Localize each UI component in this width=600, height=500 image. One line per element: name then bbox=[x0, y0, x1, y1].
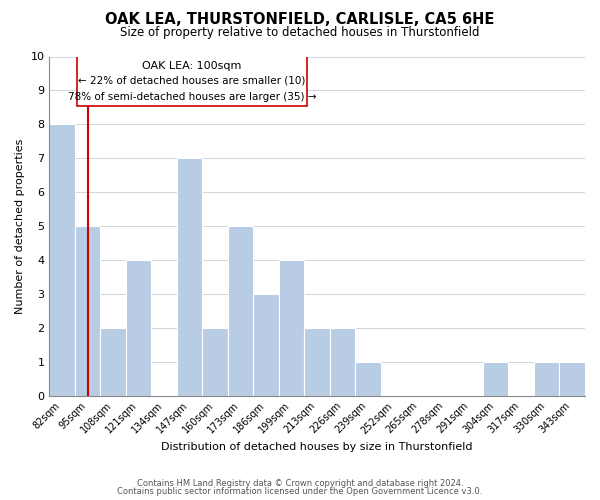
Text: ← 22% of detached houses are smaller (10): ← 22% of detached houses are smaller (10… bbox=[78, 76, 305, 86]
Text: OAK LEA: 100sqm: OAK LEA: 100sqm bbox=[142, 61, 242, 71]
Bar bbox=[330, 328, 355, 396]
Bar bbox=[177, 158, 202, 396]
Text: Contains public sector information licensed under the Open Government Licence v3: Contains public sector information licen… bbox=[118, 487, 482, 496]
Text: Size of property relative to detached houses in Thurstonfield: Size of property relative to detached ho… bbox=[120, 26, 480, 39]
Bar bbox=[253, 294, 279, 396]
Bar bbox=[100, 328, 126, 396]
Bar bbox=[228, 226, 253, 396]
Y-axis label: Number of detached properties: Number of detached properties bbox=[15, 138, 25, 314]
Bar bbox=[304, 328, 330, 396]
X-axis label: Distribution of detached houses by size in Thurstonfield: Distribution of detached houses by size … bbox=[161, 442, 473, 452]
Bar bbox=[75, 226, 100, 396]
Bar bbox=[534, 362, 559, 396]
Bar bbox=[202, 328, 228, 396]
FancyBboxPatch shape bbox=[77, 52, 307, 106]
Text: OAK LEA, THURSTONFIELD, CARLISLE, CA5 6HE: OAK LEA, THURSTONFIELD, CARLISLE, CA5 6H… bbox=[106, 12, 494, 28]
Text: Contains HM Land Registry data © Crown copyright and database right 2024.: Contains HM Land Registry data © Crown c… bbox=[137, 478, 463, 488]
Bar bbox=[559, 362, 585, 396]
Text: 78% of semi-detached houses are larger (35) →: 78% of semi-detached houses are larger (… bbox=[68, 92, 316, 102]
Bar bbox=[355, 362, 381, 396]
Bar bbox=[126, 260, 151, 396]
Bar bbox=[49, 124, 75, 396]
Bar bbox=[279, 260, 304, 396]
Bar bbox=[483, 362, 508, 396]
